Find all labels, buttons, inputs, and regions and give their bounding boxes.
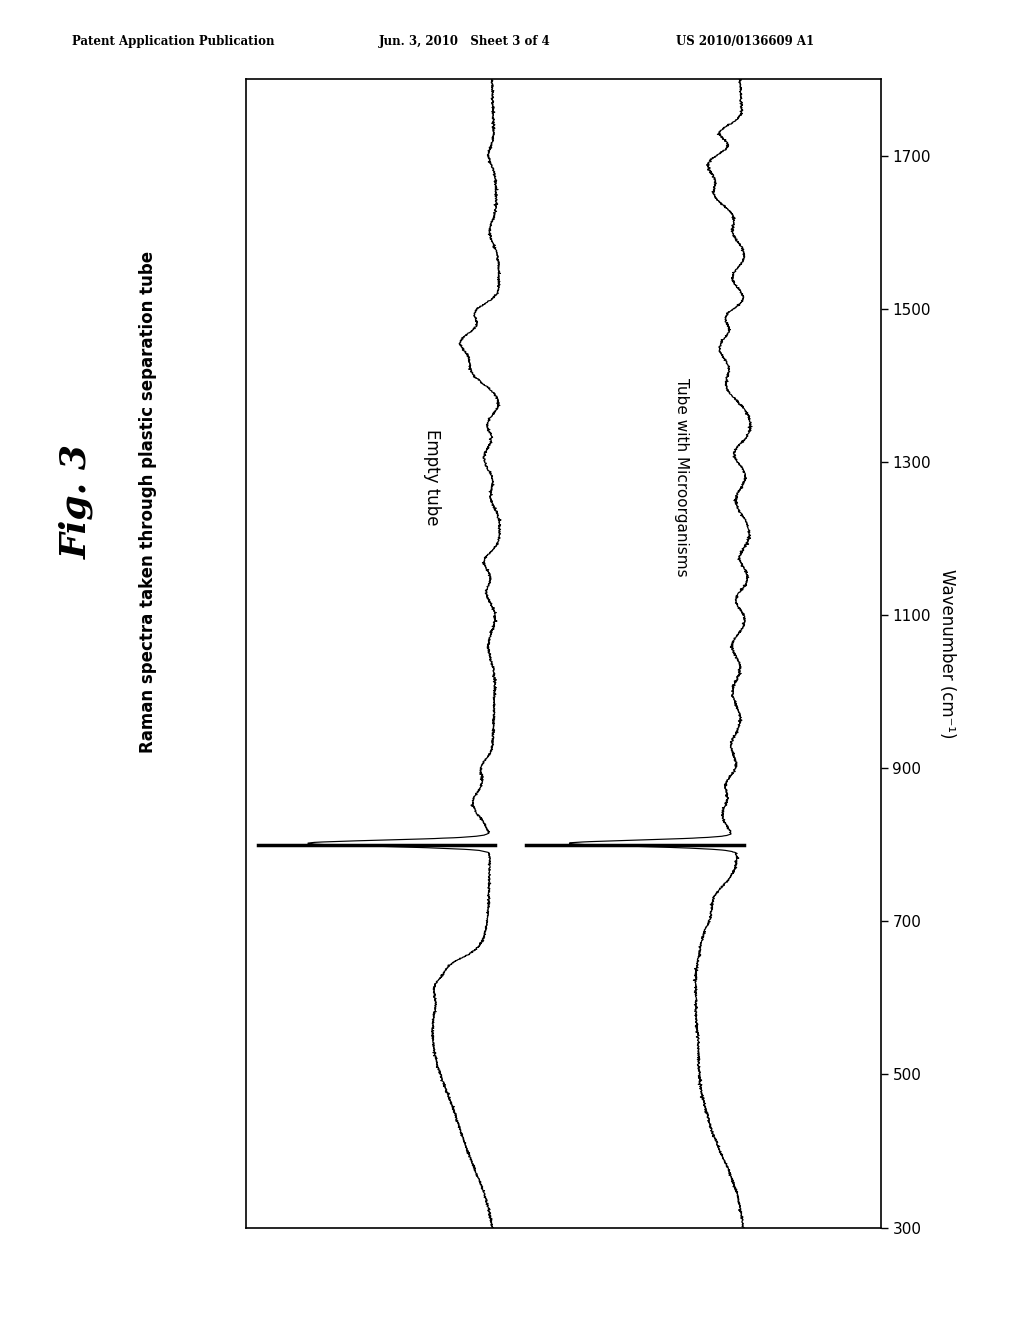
Text: US 2010/0136609 A1: US 2010/0136609 A1 xyxy=(676,34,814,48)
Text: Patent Application Publication: Patent Application Publication xyxy=(72,34,274,48)
Text: Tube with Microorganisms: Tube with Microorganisms xyxy=(674,378,689,577)
Text: Jun. 3, 2010   Sheet 3 of 4: Jun. 3, 2010 Sheet 3 of 4 xyxy=(379,34,551,48)
Y-axis label: Wavenumber (cm⁻¹): Wavenumber (cm⁻¹) xyxy=(938,569,956,738)
Text: Raman spectra taken through plastic separation tube: Raman spectra taken through plastic sepa… xyxy=(139,251,158,752)
Text: Fig. 3: Fig. 3 xyxy=(59,444,94,560)
Text: Empty tube: Empty tube xyxy=(424,429,441,525)
